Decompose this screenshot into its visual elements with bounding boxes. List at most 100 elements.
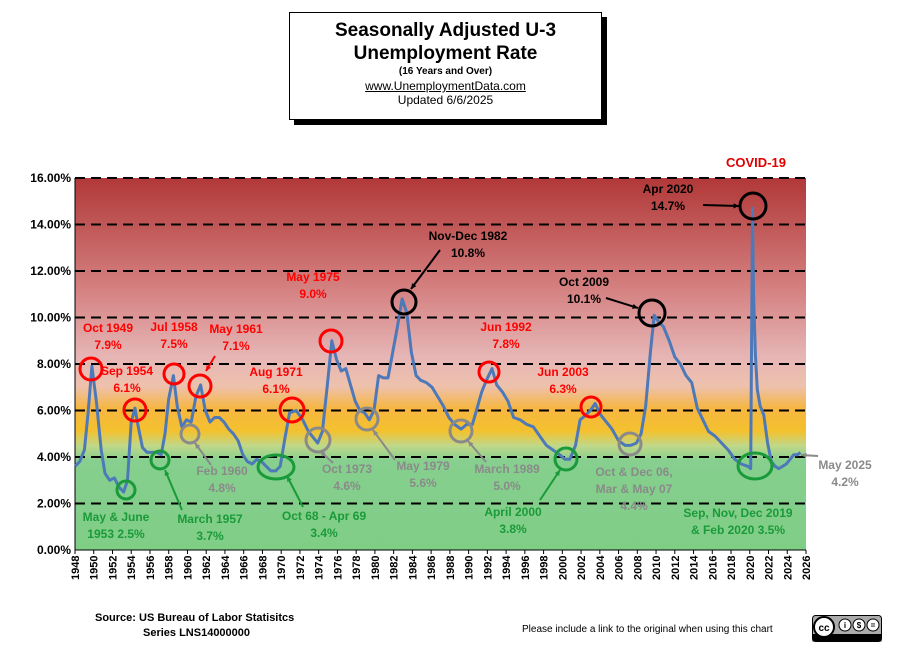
annotation: Nov-Dec 1982 10.8% (390, 229, 508, 316)
annotation: Jun 1992 7.8% (477, 320, 532, 384)
annotation-value: 14.7% (651, 199, 685, 213)
x-tick-label: 1996 (520, 556, 532, 580)
svg-text:i: i (844, 621, 846, 630)
annotation-circle (115, 479, 137, 501)
x-tick-label: 2012 (670, 556, 682, 580)
annotation-label: Sep, Nov, Dec 2019 (683, 506, 792, 520)
x-tick-label: 1964 (220, 555, 232, 580)
annotation-value: 3.7% (196, 529, 224, 543)
annotation-circle (738, 191, 768, 221)
annotation-circle (637, 298, 667, 328)
arrow-head (373, 430, 379, 436)
annotation: Jun 2003 6.3% (537, 365, 603, 419)
annotation-label: May 1961 (209, 322, 263, 336)
source-line1: Source: US Bureau of Labor Statisitcs (95, 612, 295, 624)
arrow-head (411, 283, 417, 289)
annotation-value: 7.1% (222, 339, 250, 353)
annotation-value: 10.1% (567, 292, 601, 306)
annotation: Oct 1973 4.6% (304, 426, 372, 493)
x-tick-label: 1994 (501, 555, 513, 580)
annotation: Aug 1971 6.1% (249, 365, 306, 424)
annotation: March 1989 5.0% (448, 418, 540, 493)
annotation-value: 6.3% (549, 382, 577, 396)
annotation-label: May 1979 (396, 459, 450, 473)
x-tick-label: 1986 (426, 556, 438, 580)
y-tick-label: 4.00% (37, 450, 71, 464)
annotation: March 1957 3.7% (149, 449, 243, 543)
annotation-circle (304, 426, 332, 454)
x-tick-label: 1990 (464, 556, 476, 580)
annotation-circle (149, 449, 171, 471)
x-tick-label: 1952 (107, 556, 119, 580)
annotation-value: 6.1% (262, 382, 290, 396)
x-tick-label: 1948 (70, 556, 82, 580)
annotation: Oct 1949 7.9% (78, 321, 133, 382)
x-tick-label: 2018 (726, 556, 738, 580)
annotation-circle (187, 373, 213, 399)
arrow-head (554, 470, 560, 476)
annotation-label: Sep 1954 (101, 364, 153, 378)
cc-by-nc-nd-icon[interactable]: cc i $ = (812, 615, 882, 642)
annotation-circle (318, 328, 344, 354)
annotation-label: Oct 1973 (322, 462, 372, 476)
usage-note: Please include a link to the original wh… (522, 624, 773, 635)
annotation-circle (390, 288, 418, 316)
x-tick-label: 2000 (557, 556, 569, 580)
annotation-label: April 2000 (484, 505, 542, 519)
annotation-value: 4.6% (333, 479, 361, 493)
annotation: May 1979 5.6% (354, 406, 450, 490)
x-tick-label: 1976 (332, 556, 344, 580)
x-tick-label: 2022 (764, 556, 776, 580)
y-tick-label: 12.00% (30, 264, 71, 278)
annotation-circle (477, 360, 501, 384)
website-link[interactable]: www.UnemploymentData.com (365, 79, 526, 93)
arrow-head (195, 443, 201, 449)
annotation-value: 7.5% (160, 337, 188, 351)
annotation-value: 5.0% (493, 479, 521, 493)
annotation-label: Nov-Dec 1982 (429, 229, 508, 243)
unemployment-rate-line (73, 206, 802, 494)
annotation: Sep 1954 6.1% (101, 364, 153, 423)
annotation: Feb 1960 4.8% (179, 423, 248, 495)
x-tick-label: 1956 (145, 556, 157, 580)
arrow-head (206, 365, 212, 371)
x-tick-label: 2020 (745, 556, 757, 580)
x-tick-label: 1962 (201, 556, 213, 580)
arrow-head (320, 451, 326, 457)
annotation-circle (78, 356, 104, 382)
annotation-circle (162, 362, 186, 386)
annotation-label: Apr 2020 (643, 182, 694, 196)
annotation-circle (448, 418, 474, 444)
annotation-label: Feb 1960 (196, 464, 248, 478)
x-tick-label: 1980 (370, 556, 382, 580)
source-line2: Series LNS14000000 (143, 627, 251, 639)
covid-banner: COVID-19 (726, 155, 786, 170)
annotation-circle (736, 451, 774, 481)
y-tick-label: 2.00% (37, 497, 71, 511)
annotation-label: Oct 1949 (83, 321, 133, 335)
annotation-value: 5.6% (409, 476, 437, 490)
x-tick-label: 1970 (276, 556, 288, 580)
x-tick-label: 1988 (445, 556, 457, 580)
annotation-arrow (539, 469, 561, 501)
annotation-value: 4.8% (208, 481, 236, 495)
y-tick-labels: 0.00% 2.00% 4.00% 6.00% 8.00% 10.00% 12.00% 14.… (30, 171, 71, 557)
annotation-label: Oct 2009 (559, 275, 609, 289)
x-tick-label: 2008 (632, 556, 644, 580)
annotation: Jul 1958 7.5% (150, 320, 198, 386)
title-box: Seasonally Adjusted U-3 Unemployment Rat… (289, 12, 602, 120)
annotation-value: 10.8% (451, 246, 485, 260)
annotation: May & June 1953 2.5% (83, 479, 150, 541)
x-tick-label: 1992 (482, 556, 494, 580)
annotation-label: Oct 68 - Apr 69 (282, 509, 367, 523)
arrow-head (468, 441, 474, 447)
annotation: Oct 2009 10.1% (559, 275, 667, 328)
svg-text:$: $ (857, 621, 862, 630)
annotation-circle (278, 396, 306, 424)
annotation-label: Oct & Dec 06, (595, 465, 672, 479)
x-tick-label: 1974 (314, 555, 326, 580)
annotation-label: March 1957 (177, 512, 243, 526)
